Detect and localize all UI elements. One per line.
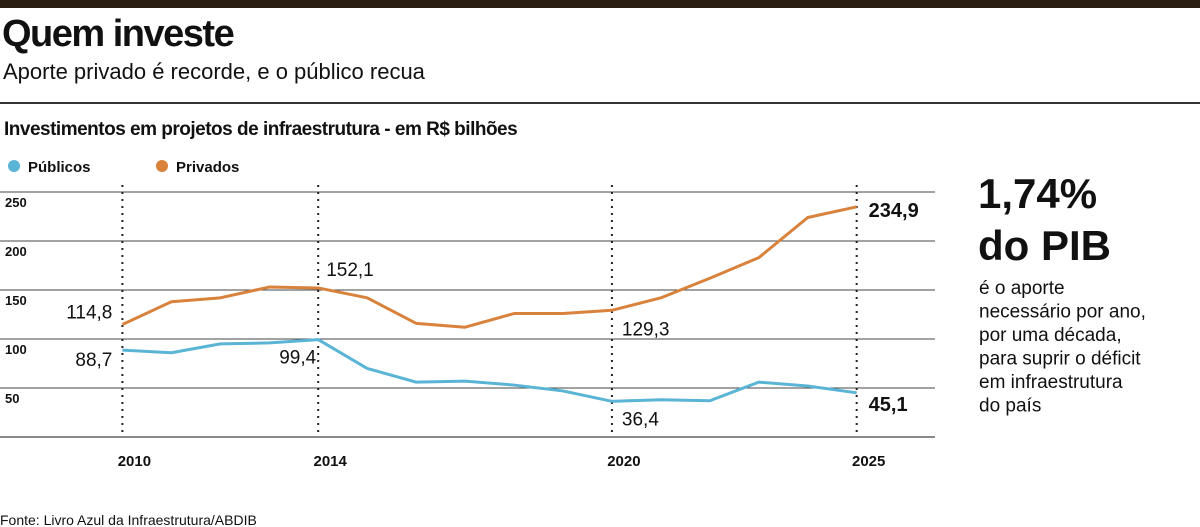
x-tick-label: 2010	[118, 453, 151, 470]
legend-label: Privados	[176, 159, 239, 176]
chart-title: Quem investe	[2, 13, 234, 55]
y-tick-label: 200	[5, 244, 27, 259]
value-label: 45,1	[869, 394, 908, 416]
callout-text: é o aporte	[979, 278, 1065, 299]
value-label: 99,4	[279, 348, 316, 369]
x-tick-label: 2020	[607, 453, 640, 470]
y-tick-label: 50	[5, 391, 19, 406]
callout-text: em infraestrutura	[979, 372, 1123, 393]
legend-marker	[156, 160, 168, 172]
series-line	[121, 205, 857, 329]
callout-headline: do PIB	[978, 222, 1111, 269]
value-label: 152,1	[326, 260, 374, 281]
legend-label: Públicos	[28, 159, 91, 176]
value-label: 36,4	[622, 409, 659, 430]
top-bar	[0, 0, 1200, 8]
plot-title: Investimentos em projetos de infraestrut…	[4, 119, 517, 140]
callout-text: do país	[979, 396, 1041, 417]
chart-subtitle: Aporte privado é recorde, e o público re…	[3, 59, 426, 84]
y-tick-label: 150	[5, 293, 27, 308]
callout-text: para suprir o déficit	[979, 349, 1141, 370]
y-tick-label: 100	[5, 342, 27, 357]
value-label: 114,8	[66, 302, 112, 323]
series-line	[122, 338, 857, 403]
value-label: 129,3	[622, 319, 670, 340]
value-label: 234,9	[869, 200, 919, 222]
x-tick-label: 2025	[852, 453, 885, 470]
callout-text: por uma década,	[979, 325, 1122, 346]
x-tick-label: 2014	[314, 453, 348, 470]
callout-headline: 1,74%	[978, 170, 1097, 217]
legend-marker	[8, 160, 20, 172]
callout-text: necessário por ano,	[979, 302, 1146, 323]
y-tick-label: 250	[5, 195, 27, 210]
value-label: 88,7	[75, 350, 112, 371]
source: Fonte: Livro Azul da Infraestrutura/ABDI…	[0, 512, 257, 527]
